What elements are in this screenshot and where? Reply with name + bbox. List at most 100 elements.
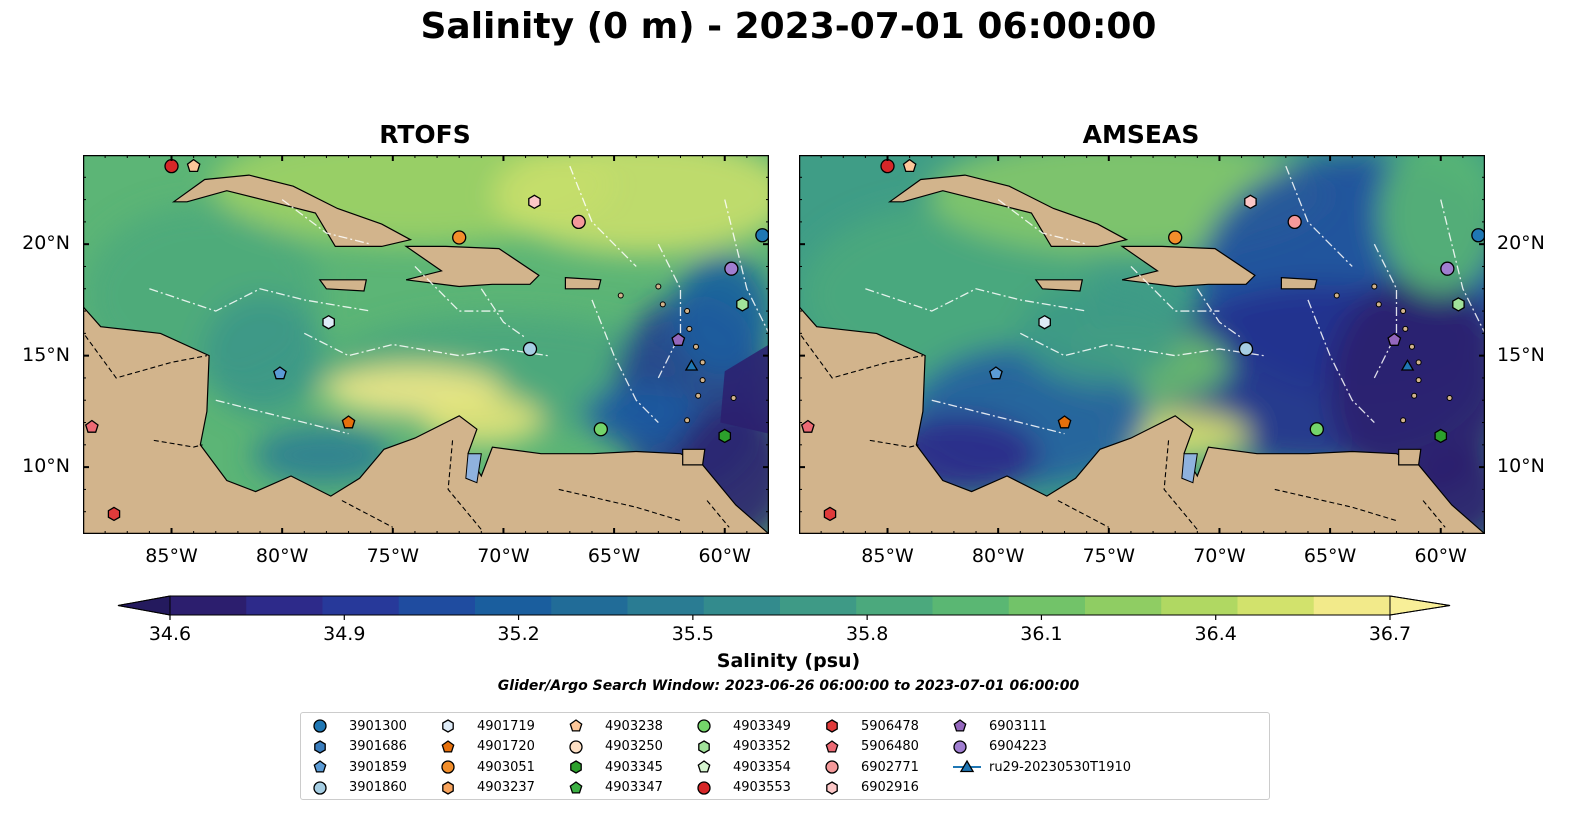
colorbar-tick-label: 36.1: [1020, 623, 1062, 645]
platform-marker-3901859: [989, 366, 1003, 380]
colorbar-bin: [1161, 596, 1238, 615]
lat-tick-label-right: 20°N: [1497, 232, 1545, 255]
platform-marker-4901719: [322, 314, 335, 330]
legend-marker-icon: [442, 780, 454, 795]
lon-tick-label: 65°W: [587, 545, 641, 567]
platform-marker-6904223: [724, 261, 739, 276]
colorbar-bin: [856, 596, 933, 615]
legend-marker-icon: [953, 719, 967, 732]
platform-marker-6902916: [528, 194, 541, 210]
legend-item: 6902916: [825, 778, 919, 798]
legend-marker-icon: [314, 739, 326, 754]
platform-marker-4903345: [718, 428, 732, 444]
colorbar-bin: [1008, 596, 1086, 615]
lon-tick-label: 75°W: [366, 545, 420, 567]
colorbar-bin: [1085, 596, 1162, 615]
colorbar-bin: [1313, 596, 1391, 615]
platform-marker-3901300: [755, 228, 769, 243]
legend-item: ru29-20230530T1910: [953, 757, 1131, 777]
legend-label: 4903352: [733, 739, 791, 754]
legend-marker-icon: [442, 719, 454, 733]
legend-item: 4903238: [569, 716, 663, 736]
platform-marker-4903352: [1452, 297, 1465, 312]
platform-marker-6903111: [671, 332, 686, 346]
lon-tick-label: 70°W: [477, 545, 530, 567]
legend-label: 4903345: [605, 759, 663, 775]
legend-marker-icon: [441, 760, 455, 774]
legend-label: 6904223: [989, 739, 1047, 754]
legend-label: 4903354: [733, 759, 791, 775]
legend-label: 4903051: [477, 759, 535, 775]
legend-label: 5906478: [861, 718, 919, 734]
lon-tick-label: 80°W: [255, 545, 309, 567]
legend-item: 4903237: [441, 778, 535, 798]
colorbar-bin: [246, 596, 323, 615]
colorbar-bin: [703, 596, 781, 615]
legend-marker-icon: [569, 780, 583, 794]
platform-marker-6904223: [1440, 261, 1455, 276]
legend-marker-icon: [697, 760, 711, 773]
legend-item: 4903349: [697, 716, 791, 736]
colorbar-bin: [322, 596, 400, 615]
legend-marker-icon: [826, 780, 838, 795]
platform-marker-4903238: [902, 158, 917, 173]
legend-label: 4903349: [733, 718, 791, 734]
platform-marker-5906478: [823, 506, 837, 522]
colorbar-label: Salinity (psu): [716, 650, 861, 672]
platform-marker-5906480: [800, 419, 815, 433]
colorbar-bin: [627, 596, 705, 615]
lat-tick-label-right: 10°N: [1497, 455, 1545, 478]
platform-marker-4901719: [1038, 314, 1051, 330]
legend-label: 4903238: [605, 718, 663, 734]
legend-item: 4901719: [441, 716, 535, 736]
platform-marker-4901720: [341, 415, 356, 429]
lon-tick-label: 85°W: [145, 545, 198, 567]
legend-item: 4903250: [569, 737, 663, 757]
legend-label: 3901859: [349, 759, 407, 775]
platform-marker-3901859: [273, 366, 287, 380]
legend-label: 4903250: [605, 739, 663, 754]
colorbar-tick-label: 36.7: [1369, 623, 1411, 645]
platform-marker-4903345: [1434, 428, 1448, 444]
legend-item: 3901860: [313, 778, 407, 798]
platform-marker-3901860: [522, 341, 538, 357]
legend-item: 4903352: [697, 737, 791, 757]
lat-tick-label-right: 15°N: [1497, 343, 1545, 366]
lon-tick-label: 70°W: [1193, 545, 1246, 567]
legend-label: 4901720: [477, 739, 535, 754]
platform-marker-4903553: [164, 158, 179, 174]
legend-label: 6902916: [861, 780, 919, 795]
lon-tick-label: 65°W: [1303, 545, 1357, 567]
colorbar-tick-label: 36.4: [1195, 623, 1237, 645]
colorbar-bin: [551, 596, 628, 615]
lon-tick-label: 80°W: [971, 545, 1025, 567]
platform-marker-ru29-20230530T1910: [1400, 359, 1415, 371]
legend-label: 4901719: [477, 718, 535, 734]
legend-label: 6903111: [989, 718, 1047, 734]
colorbar-bin: [170, 596, 247, 615]
amseas-map: [799, 155, 1485, 534]
lon-tick-label: 60°W: [698, 545, 751, 567]
platform-marker-3901300: [1471, 228, 1485, 243]
legend-item: 3901686: [313, 737, 407, 757]
platform-marker-6902771: [1287, 214, 1302, 230]
legend-label: 5906480: [861, 739, 919, 754]
legend-marker-icon: [569, 739, 583, 754]
legend-label: 3901860: [349, 780, 407, 795]
legend-marker-icon: [953, 759, 981, 773]
legend-item: 4903347: [569, 778, 663, 798]
rtofs-map: [83, 155, 769, 534]
colorbar-bin: [398, 596, 476, 615]
legend-item: 4903553: [697, 778, 791, 798]
legend-label: 6902771: [861, 759, 919, 775]
legend-label: ru29-20230530T1910: [989, 759, 1132, 775]
legend-marker-icon: [313, 760, 327, 773]
legend-marker-icon: [697, 719, 711, 733]
platform-marker-3901860: [1238, 341, 1254, 357]
legend-item: 4901720: [441, 737, 535, 757]
platform-marker-4903238: [186, 158, 201, 173]
legend-label: 4903237: [477, 780, 535, 795]
legend-item: 4903051: [441, 757, 535, 777]
legend-item: 5906480: [825, 737, 919, 757]
legend-marker-icon: [569, 719, 583, 732]
